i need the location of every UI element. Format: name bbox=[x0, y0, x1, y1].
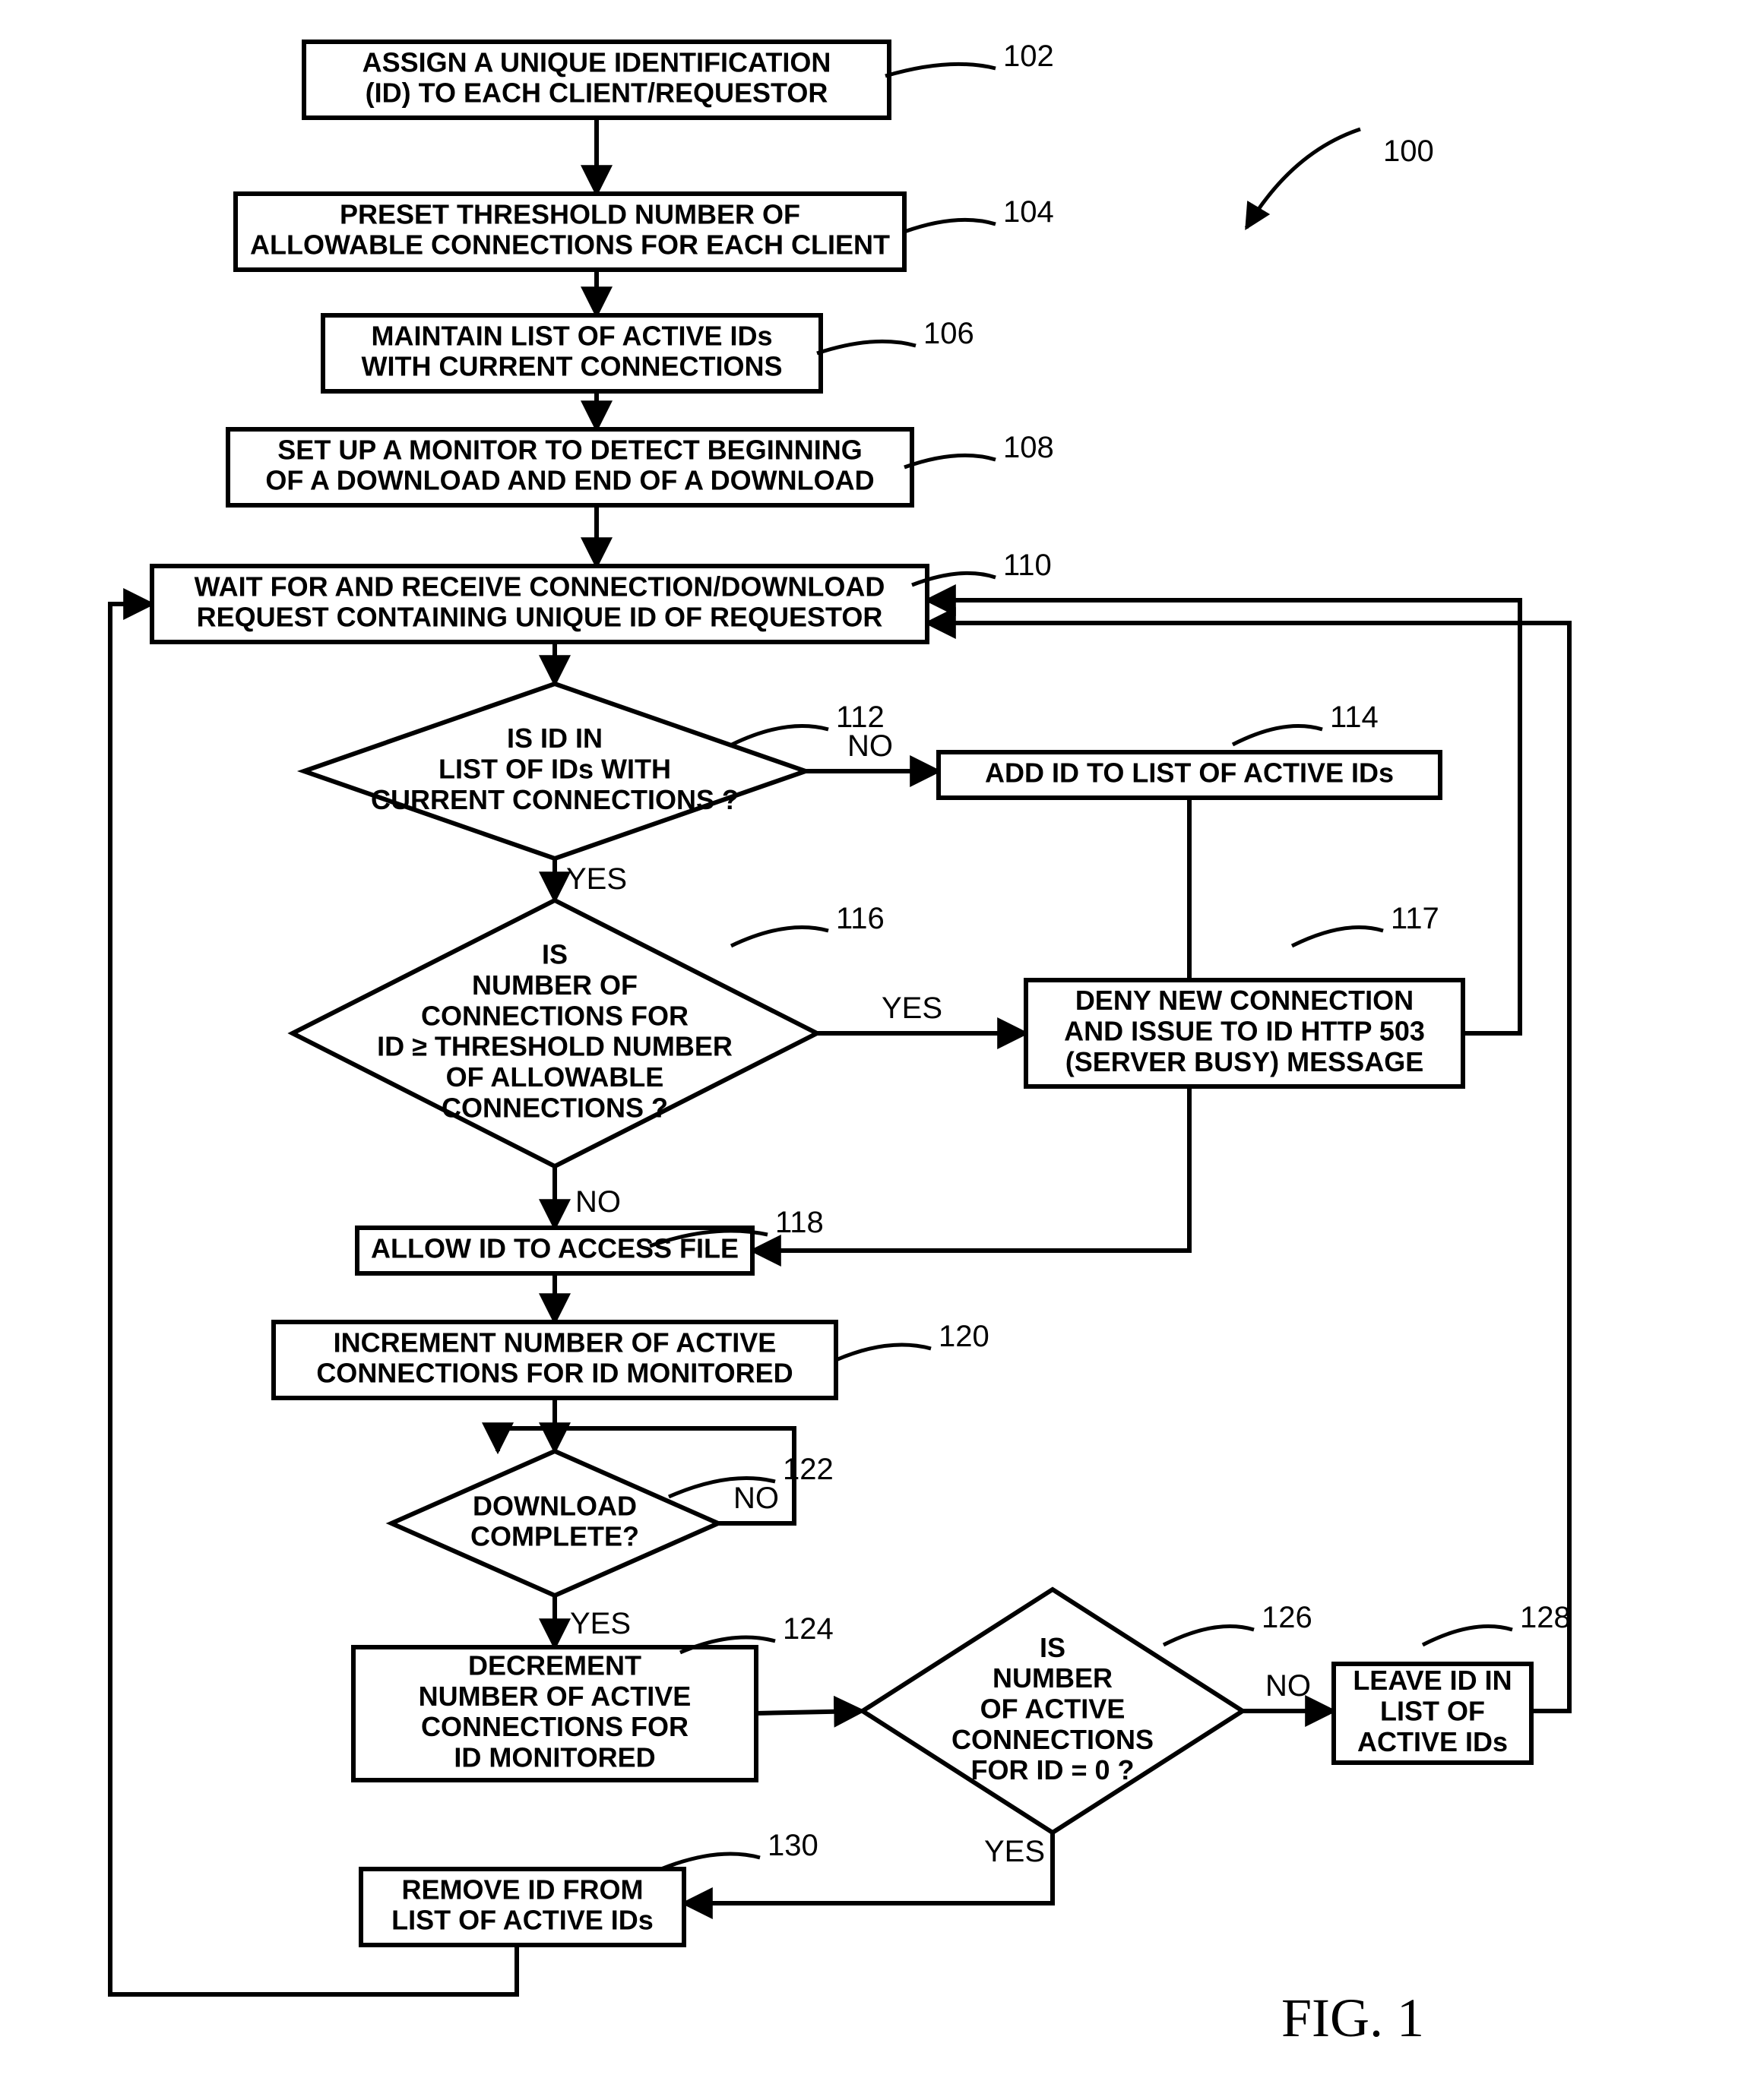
node-text-n124-line2: CONNECTIONS FOR bbox=[421, 1711, 689, 1742]
callout-leader-c114 bbox=[1233, 726, 1322, 745]
node-n104: PRESET THRESHOLD NUMBER OFALLOWABLE CONN… bbox=[236, 194, 904, 270]
node-text-n106-line0: MAINTAIN LIST OF ACTIVE IDs bbox=[372, 320, 773, 351]
figure-title: FIG. 1 bbox=[1281, 1988, 1424, 2048]
node-text-n126-line4: FOR ID = 0 ? bbox=[970, 1754, 1134, 1785]
node-text-n130-line0: REMOVE ID FROM bbox=[401, 1874, 643, 1905]
node-text-n110-line0: WAIT FOR AND RECEIVE CONNECTION/DOWNLOAD bbox=[195, 571, 885, 602]
callout-label-c124: 124 bbox=[783, 1612, 834, 1646]
callout-leader-c117 bbox=[1292, 928, 1383, 947]
node-text-n128-line0: LEAVE ID IN bbox=[1353, 1665, 1512, 1696]
node-text-n126-line1: NUMBER bbox=[993, 1662, 1113, 1694]
node-text-n114-line0: ADD ID TO LIST OF ACTIVE IDs bbox=[985, 757, 1394, 789]
node-text-n116-line2: CONNECTIONS FOR bbox=[421, 1000, 689, 1031]
node-text-n130-line1: LIST OF ACTIVE IDs bbox=[391, 1905, 654, 1936]
node-text-n126-line3: CONNECTIONS bbox=[951, 1724, 1154, 1755]
node-n110: WAIT FOR AND RECEIVE CONNECTION/DOWNLOAD… bbox=[152, 566, 927, 642]
node-text-n116-line0: IS bbox=[542, 939, 568, 970]
node-text-n124-line1: NUMBER OF ACTIVE bbox=[419, 1681, 692, 1712]
callout-leader-c102 bbox=[885, 64, 996, 76]
node-n130: REMOVE ID FROMLIST OF ACTIVE IDs bbox=[361, 1869, 684, 1945]
node-text-n102-line0: ASSIGN A UNIQUE IDENTIFICATION bbox=[363, 46, 831, 77]
edge-e14 bbox=[756, 1711, 863, 1713]
callout-leader-c100 bbox=[1246, 129, 1360, 228]
node-n112: IS ID INLIST OF IDs WITHCURRENT CONNECTI… bbox=[304, 684, 806, 859]
edge-label-e13: YES bbox=[570, 1607, 631, 1640]
node-text-n104-line1: ALLOWABLE CONNECTIONS FOR EACH CLIENT bbox=[250, 229, 890, 261]
node-text-n117-line2: (SERVER BUSY) MESSAGE bbox=[1065, 1046, 1423, 1077]
callout-label-c128: 128 bbox=[1520, 1601, 1571, 1634]
callout-label-c114: 114 bbox=[1330, 701, 1379, 734]
node-n120: INCREMENT NUMBER OF ACTIVECONNECTIONS FO… bbox=[274, 1322, 836, 1398]
callout-label-c108: 108 bbox=[1003, 431, 1054, 464]
callout-leader-c104 bbox=[904, 220, 996, 232]
callout-leader-c112 bbox=[732, 726, 828, 745]
node-text-n112-line1: LIST OF IDs WITH bbox=[438, 754, 671, 785]
node-text-n104-line0: PRESET THRESHOLD NUMBER OF bbox=[340, 198, 800, 229]
nodes-layer: ASSIGN A UNIQUE IDENTIFICATION(ID) TO EA… bbox=[152, 42, 1531, 1945]
node-text-n124-line3: ID MONITORED bbox=[454, 1741, 655, 1773]
callout-leader-c106 bbox=[817, 341, 916, 353]
node-text-n120-line0: INCREMENT NUMBER OF ACTIVE bbox=[334, 1327, 777, 1358]
edge-e19 bbox=[927, 600, 1520, 1033]
callout-leader-c120 bbox=[836, 1345, 931, 1360]
node-text-n122-line1: COMPLETE? bbox=[470, 1521, 639, 1552]
edge-label-e8: YES bbox=[882, 991, 942, 1025]
node-text-n116-line3: ID ≥ THRESHOLD NUMBER bbox=[377, 1031, 733, 1062]
node-text-n128-line2: ACTIVE IDs bbox=[1357, 1726, 1508, 1757]
node-text-n117-line0: DENY NEW CONNECTION bbox=[1075, 985, 1414, 1016]
callout-label-c106: 106 bbox=[923, 317, 974, 350]
node-n122: DOWNLOADCOMPLETE? bbox=[391, 1451, 718, 1596]
node-text-n122-line0: DOWNLOAD bbox=[473, 1490, 637, 1521]
node-text-n106-line1: WITH CURRENT CONNECTIONS bbox=[362, 351, 783, 382]
callout-leader-c126 bbox=[1164, 1627, 1254, 1646]
callout-leader-c116 bbox=[731, 928, 828, 947]
node-text-n108-line1: OF A DOWNLOAD AND END OF A DOWNLOAD bbox=[265, 465, 874, 496]
node-text-n124-line0: DECREMENT bbox=[468, 1650, 641, 1681]
callout-label-c104: 104 bbox=[1003, 195, 1054, 229]
node-text-n112-line2: CURRENT CONNECTIONS ? bbox=[371, 784, 739, 815]
callout-label-c116: 116 bbox=[836, 902, 885, 935]
node-text-n120-line1: CONNECTIONS FOR ID MONITORED bbox=[316, 1358, 793, 1389]
callout-label-c130: 130 bbox=[768, 1829, 818, 1862]
node-text-n110-line1: REQUEST CONTAINING UNIQUE ID OF REQUESTO… bbox=[197, 602, 883, 633]
edge-label-e16: YES bbox=[984, 1835, 1045, 1868]
edge-label-e6: NO bbox=[847, 729, 893, 763]
node-text-n126-line0: IS bbox=[1040, 1632, 1065, 1663]
callout-leader-c128 bbox=[1423, 1627, 1512, 1646]
callout-label-c120: 120 bbox=[939, 1320, 989, 1353]
node-text-n116-line1: NUMBER OF bbox=[472, 969, 638, 1001]
node-text-n128-line1: LIST OF bbox=[1380, 1696, 1485, 1727]
node-n114: ADD ID TO LIST OF ACTIVE IDs bbox=[939, 752, 1440, 798]
callout-label-c112: 112 bbox=[836, 701, 885, 734]
node-n124: DECREMENTNUMBER OF ACTIVECONNECTIONS FOR… bbox=[353, 1647, 756, 1780]
callout-label-c118: 118 bbox=[775, 1206, 824, 1239]
node-n108: SET UP A MONITOR TO DETECT BEGINNINGOF A… bbox=[228, 429, 912, 505]
node-n102: ASSIGN A UNIQUE IDENTIFICATION(ID) TO EA… bbox=[304, 42, 889, 118]
callout-label-c100: 100 bbox=[1383, 134, 1434, 168]
callout-label-c117: 117 bbox=[1391, 902, 1439, 935]
edge-label-e12: NO bbox=[733, 1482, 779, 1515]
node-text-n102-line1: (ID) TO EACH CLIENT/REQUESTOR bbox=[366, 77, 828, 109]
node-n128: LEAVE ID INLIST OFACTIVE IDs bbox=[1334, 1664, 1531, 1763]
node-text-n116-line4: OF ALLOWABLE bbox=[446, 1061, 664, 1093]
node-n116: ISNUMBER OFCONNECTIONS FORID ≥ THRESHOLD… bbox=[293, 900, 817, 1166]
edge-label-e9: NO bbox=[575, 1185, 621, 1219]
callout-leader-c108 bbox=[904, 455, 996, 467]
callout-label-c122: 122 bbox=[783, 1453, 834, 1486]
callout-label-c126: 126 bbox=[1262, 1601, 1312, 1634]
node-text-n116-line5: CONNECTIONS ? bbox=[442, 1092, 668, 1123]
edge-label-e7: YES bbox=[566, 862, 627, 896]
node-n126: ISNUMBEROF ACTIVECONNECTIONSFOR ID = 0 ? bbox=[863, 1589, 1243, 1833]
node-n106: MAINTAIN LIST OF ACTIVE IDsWITH CURRENT … bbox=[323, 315, 821, 391]
node-text-n126-line2: OF ACTIVE bbox=[980, 1694, 1126, 1725]
callout-label-c110: 110 bbox=[1003, 549, 1052, 582]
node-n117: DENY NEW CONNECTIONAND ISSUE TO ID HTTP … bbox=[1026, 980, 1463, 1086]
edge-label-e15: NO bbox=[1265, 1669, 1311, 1703]
node-text-n117-line1: AND ISSUE TO ID HTTP 503 bbox=[1064, 1016, 1425, 1047]
callout-label-c102: 102 bbox=[1003, 40, 1054, 73]
node-text-n108-line0: SET UP A MONITOR TO DETECT BEGINNING bbox=[277, 434, 862, 465]
node-text-n112-line0: IS ID IN bbox=[507, 723, 603, 754]
